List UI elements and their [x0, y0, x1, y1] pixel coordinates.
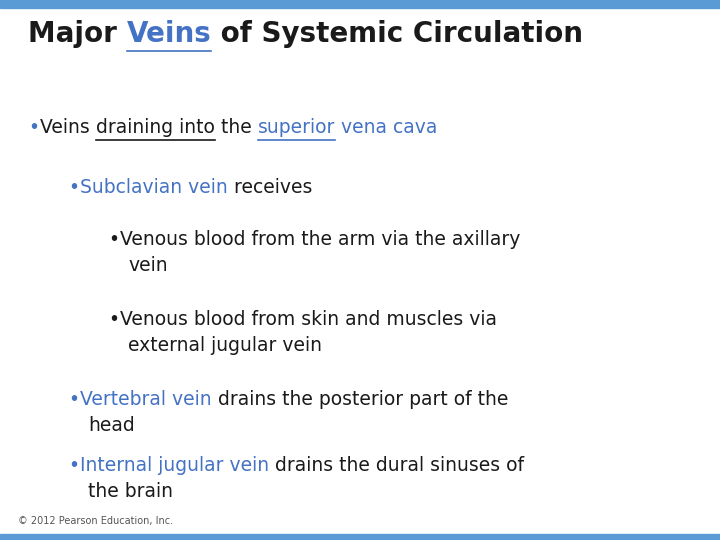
Text: the brain: the brain — [88, 482, 173, 501]
Text: © 2012 Pearson Education, Inc.: © 2012 Pearson Education, Inc. — [18, 516, 173, 526]
Text: •: • — [68, 178, 79, 197]
Text: receives: receives — [228, 178, 312, 197]
Text: •: • — [108, 310, 119, 329]
Text: superior: superior — [258, 118, 335, 137]
Text: Veins: Veins — [127, 20, 211, 48]
Text: •: • — [68, 456, 79, 475]
Text: Venous blood from skin and muscles via: Venous blood from skin and muscles via — [120, 310, 497, 329]
Text: draining into: draining into — [96, 118, 215, 137]
Text: Major: Major — [28, 20, 127, 48]
Text: •: • — [108, 230, 119, 249]
Text: •: • — [68, 390, 79, 409]
Text: head: head — [88, 416, 135, 435]
Text: drains the dural sinuses of: drains the dural sinuses of — [269, 456, 524, 475]
Text: vein: vein — [128, 256, 168, 275]
Text: Vertebral vein: Vertebral vein — [80, 390, 212, 409]
Text: drains the posterior part of the: drains the posterior part of the — [212, 390, 508, 409]
Text: the: the — [215, 118, 258, 137]
Text: Internal jugular vein: Internal jugular vein — [80, 456, 269, 475]
Bar — [0, 534, 720, 540]
Bar — [0, 0, 720, 8]
Text: vena cava: vena cava — [335, 118, 437, 137]
Text: •: • — [28, 118, 39, 137]
Text: Veins: Veins — [40, 118, 96, 137]
Text: of Systemic Circulation: of Systemic Circulation — [211, 20, 583, 48]
Text: external jugular vein: external jugular vein — [128, 336, 322, 355]
Text: Venous blood from the arm via the axillary: Venous blood from the arm via the axilla… — [120, 230, 521, 249]
Text: Subclavian vein: Subclavian vein — [80, 178, 228, 197]
